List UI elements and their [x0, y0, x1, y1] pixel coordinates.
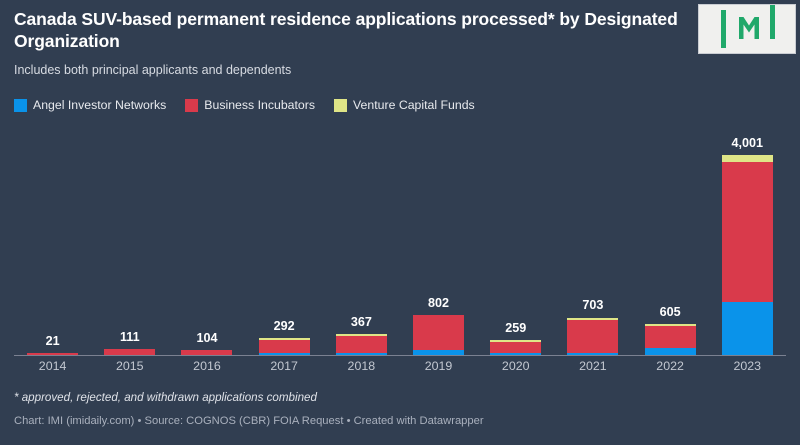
legend-item-business-incubators[interactable]: Business Incubators	[185, 98, 315, 112]
bar-segment-business-incubators[interactable]	[27, 352, 79, 355]
legend-swatch-incubators	[185, 98, 199, 112]
x-tick-2018: 2018	[347, 359, 376, 373]
bar-value-label-2015: 111	[119, 330, 140, 345]
bar-value-label-2019: 802	[428, 295, 450, 310]
stacked-bar[interactable]	[567, 317, 619, 355]
x-tick-2016: 2016	[193, 359, 221, 373]
x-tick-2022: 2022	[656, 359, 684, 373]
legend-label-incubators: Business Incubators	[204, 98, 316, 112]
stacked-bar[interactable]	[335, 334, 387, 355]
x-tick-2023: 2023	[733, 359, 762, 373]
stacked-bar[interactable]	[258, 338, 310, 355]
bar-column-2018[interactable]: 367	[323, 120, 400, 355]
bar-segment-business-incubators[interactable]	[181, 349, 233, 355]
legend-swatch-vc	[334, 98, 348, 112]
x-tick-2017: 2017	[270, 359, 298, 373]
bar-value-label-2017: 292	[273, 319, 295, 334]
chart-footnote: * approved, rejected, and withdrawn appl…	[14, 391, 317, 404]
legend-swatch-angel	[14, 98, 27, 112]
chart-legend: Angel Investor Networks Business Incubat…	[14, 98, 494, 112]
legend-item-venture-capital-funds[interactable]: Venture Capital Funds	[334, 98, 475, 112]
bar-segment-venture-capital-funds[interactable]	[335, 334, 387, 337]
bar-segment-business-incubators[interactable]	[413, 314, 465, 350]
bar-column-2017[interactable]: 292	[246, 120, 323, 355]
legend-label-vc: Venture Capital Funds	[353, 98, 475, 112]
bar-value-label-2020: 259	[505, 320, 527, 335]
stacked-bar[interactable]	[104, 349, 156, 355]
stacked-bar[interactable]	[413, 314, 465, 355]
bar-segment-business-incubators[interactable]	[721, 162, 773, 303]
bar-column-2014[interactable]: 21	[14, 120, 91, 355]
legend-label-angel: Angel Investor Networks	[33, 98, 167, 112]
bar-segment-angel-investor-networks[interactable]	[335, 352, 387, 355]
bar-segment-venture-capital-funds[interactable]	[721, 155, 773, 163]
bar-segment-business-incubators[interactable]	[490, 341, 542, 353]
x-tick-2015: 2015	[115, 359, 144, 373]
imi-logo-icon	[698, 4, 796, 54]
chart-header: Canada SUV-based permanent residence app…	[14, 8, 786, 78]
bar-value-label-2023: 4,001	[731, 136, 764, 150]
bar-segment-business-incubators[interactable]	[104, 349, 156, 355]
bar-segment-business-incubators[interactable]	[335, 336, 387, 353]
x-axis-tick-labels: 2014 2015 2016 2017 2018 2019 2020 2021 2022 2023	[14, 359, 786, 379]
bar-column-2023[interactable]: 4,001	[709, 120, 786, 355]
x-axis-baseline	[14, 355, 786, 356]
legend-item-angel-investor-networks[interactable]: Angel Investor Networks	[14, 98, 166, 112]
bar-column-2020[interactable]: 259	[477, 120, 554, 355]
bar-segment-angel-investor-networks[interactable]	[490, 352, 542, 355]
bar-segment-angel-investor-networks[interactable]	[567, 352, 619, 355]
x-tick-2020: 2020	[501, 359, 530, 373]
bar-segment-venture-capital-funds[interactable]	[644, 323, 696, 326]
chart-subtitle: Includes both principal applicants and d…	[14, 63, 292, 78]
bar-segment-angel-investor-networks[interactable]	[721, 302, 773, 355]
bar-segment-angel-investor-networks[interactable]	[413, 350, 465, 355]
bar-segment-angel-investor-networks[interactable]	[644, 348, 696, 355]
chart-credit: Chart: IMI (imidaily.com) • Source: COGN…	[14, 415, 484, 427]
stacked-bar[interactable]	[490, 339, 542, 355]
bar-segment-venture-capital-funds[interactable]	[567, 317, 619, 320]
bar-column-2021[interactable]: 703	[554, 120, 631, 355]
bar-value-label-2018: 367	[350, 315, 372, 330]
bar-value-label-2014: 21	[45, 333, 60, 348]
bar-value-label-2022: 605	[659, 304, 681, 319]
bar-value-label-2021: 703	[582, 298, 604, 313]
page-title: Canada SUV-based permanent residence app…	[14, 9, 678, 52]
bar-segment-business-incubators[interactable]	[567, 319, 619, 353]
bar-group: 21 111 104 292 367 802 259 703 605 4,001	[14, 120, 786, 355]
bar-column-2016[interactable]: 104	[168, 120, 245, 355]
x-tick-2019: 2019	[424, 359, 453, 373]
x-tick-2021: 2021	[579, 359, 607, 373]
bar-segment-venture-capital-funds[interactable]	[258, 338, 310, 341]
bar-column-2015[interactable]: 111	[91, 120, 168, 355]
bar-column-2019[interactable]: 802	[400, 120, 477, 355]
bar-segment-angel-investor-networks[interactable]	[258, 352, 310, 355]
bar-column-2022[interactable]: 605	[632, 120, 709, 355]
stacked-bar[interactable]	[27, 352, 79, 355]
bar-segment-business-incubators[interactable]	[644, 325, 696, 348]
stacked-bar[interactable]	[721, 155, 773, 355]
bar-segment-venture-capital-funds[interactable]	[490, 339, 542, 342]
stacked-bar[interactable]	[181, 349, 233, 355]
bar-segment-business-incubators[interactable]	[258, 340, 310, 353]
x-tick-2014: 2014	[38, 359, 67, 373]
stacked-bar[interactable]	[644, 323, 696, 355]
bar-value-label-2016: 104	[196, 330, 218, 345]
